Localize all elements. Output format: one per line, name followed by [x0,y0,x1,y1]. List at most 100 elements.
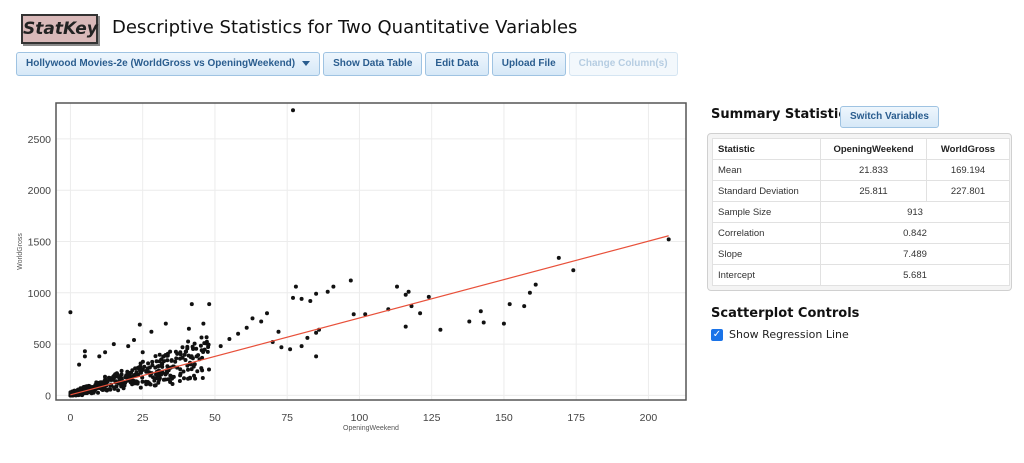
data-point [299,296,304,301]
data-point [193,376,198,381]
summary-statistics-panel: Statistic OpeningWeekend WorldGross Mean… [707,133,1012,291]
data-point [192,341,197,346]
change-columns-button[interactable]: Change Column(s) [568,52,678,76]
y-tick-label: 2500 [28,134,52,146]
data-point [138,366,143,371]
data-point [291,108,295,113]
data-point [160,364,165,369]
data-point [236,331,241,336]
mean-y-value: 169.194 [926,159,1010,181]
data-point [165,351,170,356]
table-row: Intercept 5.681 [712,264,1010,286]
regression-line-checkbox[interactable]: ✓ [711,329,723,341]
data-point [325,289,330,294]
data-point [418,311,423,316]
data-point [467,319,472,324]
data-point [527,290,532,295]
regression-line-label[interactable]: Show Regression Line [729,328,849,341]
show-data-table-button[interactable]: Show Data Table [323,52,423,76]
x-tick-label: 0 [68,412,74,424]
data-point [200,376,205,380]
data-point [195,369,200,374]
row-label: Slope [712,243,821,265]
data-point [142,364,147,369]
data-point [205,349,210,354]
intercept-value: 5.681 [820,264,1010,286]
edit-data-button[interactable]: Edit Data [425,52,489,76]
data-point [96,390,100,395]
data-point [177,379,182,383]
statkey-logo[interactable]: StatKey [21,14,98,44]
x-axis-label: OpeningWeekend [343,425,399,432]
data-point [88,384,93,389]
data-point [438,327,443,332]
data-point [159,371,164,376]
data-point [77,362,82,367]
data-point [227,337,232,341]
data-point [191,364,196,369]
data-point [79,392,84,397]
data-point [113,372,118,377]
data-point [134,370,139,375]
data-point [155,373,160,378]
data-point [276,329,281,334]
table-row: Slope 7.489 [712,243,1010,265]
data-point [119,368,124,373]
data-point [305,335,310,340]
data-point [98,380,103,385]
chevron-down-icon [302,60,311,66]
switch-variables-button[interactable]: Switch Variables [840,106,939,128]
row-label: Mean [712,159,821,181]
data-point [106,375,111,380]
data-point [103,350,108,355]
data-point [206,342,211,347]
header-opening-weekend: OpeningWeekend [820,138,927,160]
y-tick-label: 1000 [28,288,52,300]
mean-x-value: 21.833 [820,159,927,181]
slope-value: 7.489 [820,243,1010,265]
data-point [174,356,179,361]
data-point [129,380,134,384]
x-tick-label: 175 [567,412,585,424]
x-tick-label: 150 [495,412,513,424]
data-point [144,368,149,373]
data-point [138,385,143,390]
data-point [207,302,212,307]
row-label: Sample Size [712,201,821,223]
data-point [199,366,204,371]
data-point [119,381,124,386]
data-point [533,282,538,287]
data-point [154,359,159,364]
y-tick-label: 2000 [28,185,52,197]
data-point [140,350,145,355]
data-point [291,295,295,300]
data-point [481,320,486,325]
x-tick-label: 100 [351,412,369,424]
header-statistic: Statistic [712,138,821,160]
data-point [148,382,153,387]
data-point [188,355,193,360]
data-point [183,358,188,362]
page-title: Descriptive Statistics for Two Quantitat… [112,17,578,38]
data-point [171,374,176,379]
data-point [178,373,183,378]
sample-size-value: 913 [820,201,1010,223]
dataset-select[interactable]: Hollywood Movies-2e (WorldGross vs Openi… [16,52,321,76]
data-point [201,350,206,354]
upload-file-button[interactable]: Upload File [491,52,566,76]
data-point [406,289,411,294]
sd-x-value: 25.811 [820,180,927,202]
data-point [82,354,87,359]
data-point [132,338,136,342]
data-point [116,388,121,393]
data-point [106,387,111,392]
data-point [426,294,431,299]
data-point [140,379,145,384]
scatterplot: 0 25 50 75 100 125 150 175 200050010001500200025… [17,102,687,432]
data-point [97,354,102,359]
data-point [185,346,190,351]
toolbar: Hollywood Movies-2e (WorldGross vs Openi… [16,52,678,76]
x-tick-label: 50 [209,412,221,424]
data-point [111,342,116,347]
data-point [82,349,87,354]
